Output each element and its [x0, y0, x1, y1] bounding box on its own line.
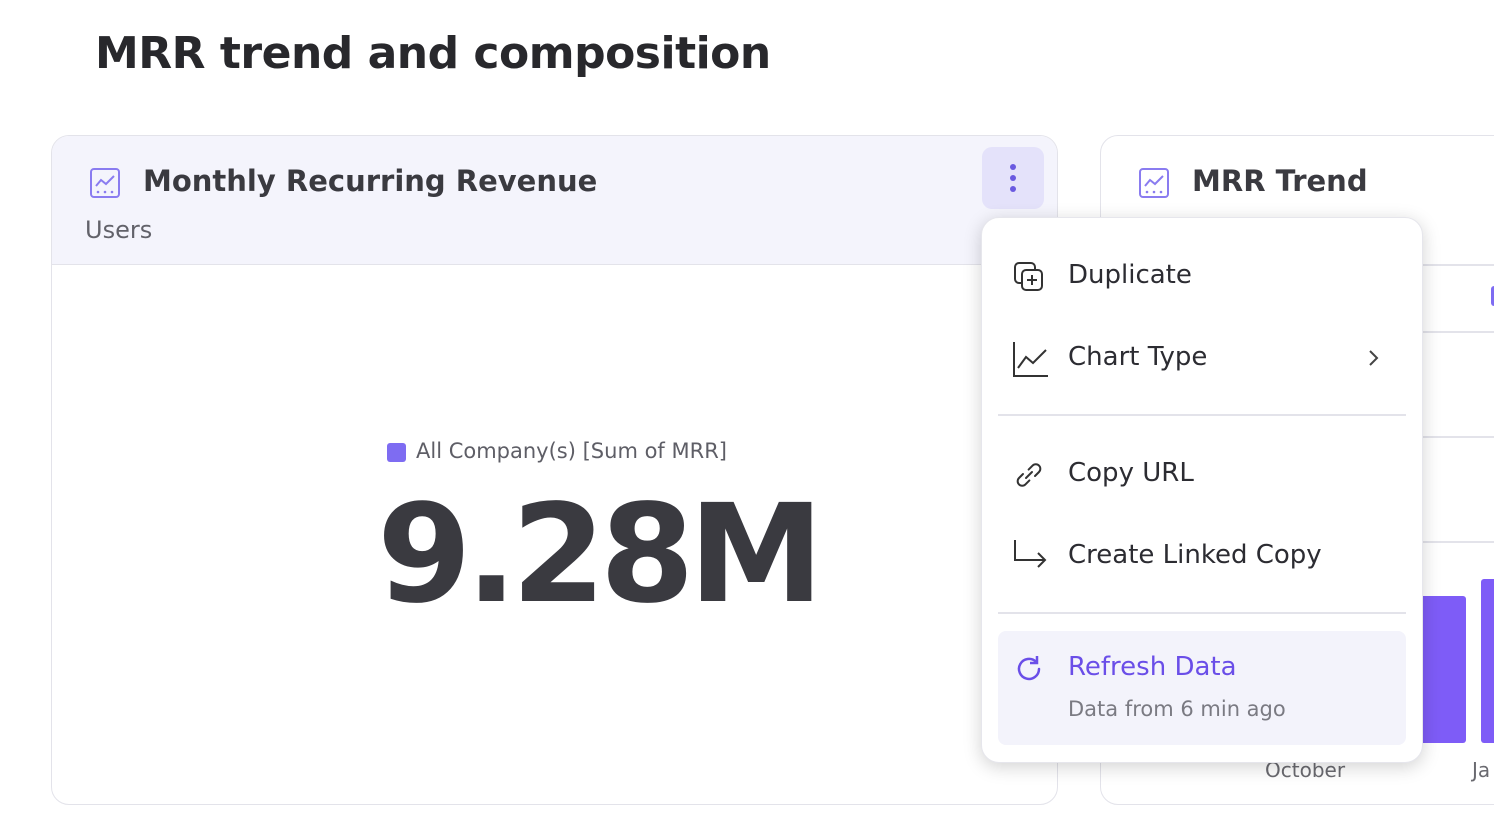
menu-item[interactable]: Create Linked Copy: [1068, 540, 1322, 570]
separator: [998, 612, 1406, 614]
separator: [998, 414, 1406, 416]
context-menu: Duplicate Chart Type Copy URL Create Lin…: [981, 217, 1423, 763]
more-button[interactable]: [982, 147, 1044, 209]
linked-copy-icon: [1014, 540, 1047, 568]
x-label: Ja: [1472, 758, 1491, 782]
legend-swatch: [1491, 286, 1494, 306]
menu-item-detail: Data from 6 min ago: [1068, 697, 1286, 721]
card-title: Monthly Recurring Revenue: [143, 164, 598, 198]
card-title: MRR Trend: [1192, 164, 1368, 198]
menu-item[interactable]: Copy URL: [1068, 458, 1194, 488]
refresh-icon: [1017, 656, 1041, 681]
menu-item[interactable]: Duplicate: [1068, 260, 1192, 290]
chart-icon: [1139, 168, 1169, 198]
legend-swatch: [387, 443, 406, 462]
duplicate-icon: [1014, 262, 1043, 291]
card-subtitle: Users: [85, 216, 153, 244]
bar: [1419, 596, 1466, 743]
chart-icon: [90, 168, 120, 198]
menu-item[interactable]: Chart Type: [1068, 342, 1208, 372]
link-icon: [1016, 463, 1042, 487]
menu-item[interactable]: Refresh Data: [1068, 652, 1237, 682]
card-header: Monthly Recurring Revenue Users: [52, 136, 1057, 265]
metric-value: 9.28M: [377, 476, 824, 634]
menu-item-highlight[interactable]: [998, 631, 1406, 745]
chart-type-icon: [1013, 342, 1048, 377]
legend-label: All Company(s) [Sum of MRR]: [416, 439, 727, 463]
card: Monthly Recurring Revenue Users All Comp…: [51, 135, 1058, 805]
chevron: [1369, 350, 1379, 366]
page-title: MRR trend and composition: [95, 28, 771, 79]
bar: [1481, 579, 1494, 743]
